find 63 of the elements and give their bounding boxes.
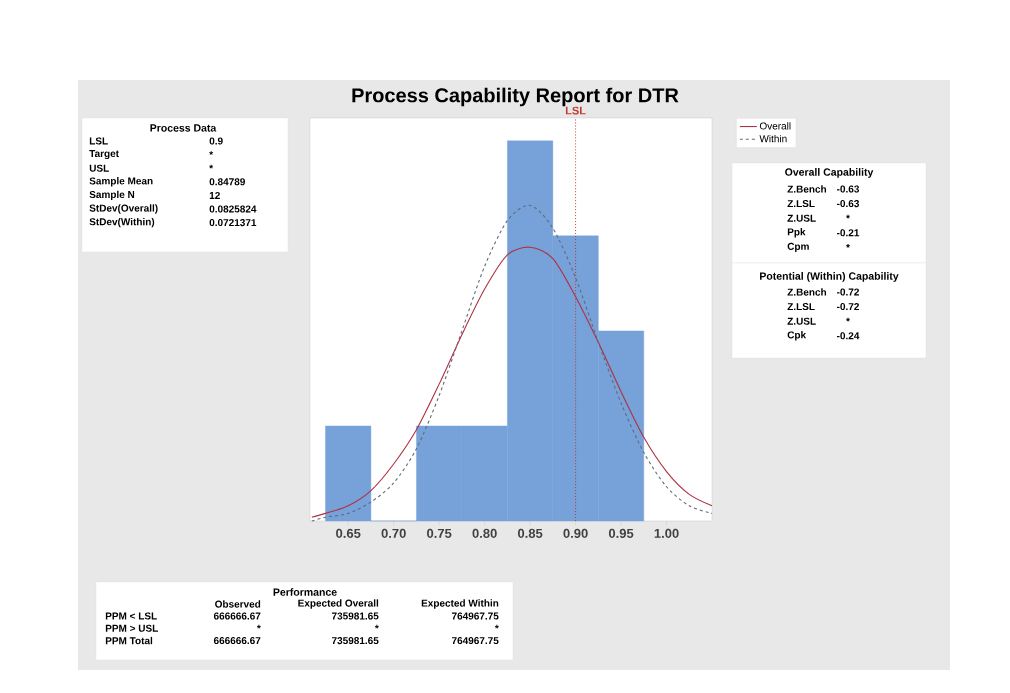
text: StDev(Within)	[89, 217, 155, 228]
text: Cpm	[787, 242, 809, 252]
x-tick-label: 0.85	[517, 528, 543, 538]
text: -0.21	[837, 229, 860, 237]
text: 764967.75	[451, 612, 499, 620]
x-tick-label: 0.65	[336, 528, 361, 538]
text: PPM > USL	[105, 624, 158, 632]
text: *	[374, 624, 379, 629]
text: 0.0721371	[209, 219, 257, 227]
text: *	[256, 624, 261, 629]
text: USL	[89, 164, 109, 172]
x-tick-label: 1.00	[654, 528, 679, 538]
x-tick-label: 0.70	[381, 528, 406, 538]
text: 0.84789	[209, 178, 245, 186]
text: 0.0825824	[209, 205, 257, 213]
text: Z.Bench	[787, 288, 827, 296]
text: PPM < LSL	[105, 612, 157, 620]
text: *	[209, 164, 214, 169]
text: Ppk	[787, 228, 806, 238]
text: StDev(Overall)	[89, 204, 158, 214]
text: PPM Total	[105, 636, 153, 645]
text: *	[846, 214, 850, 219]
text: -0.24	[837, 332, 860, 340]
text: Target	[89, 150, 119, 160]
text: Sample Mean	[89, 177, 153, 187]
text: Overall Capability	[785, 168, 874, 178]
legend-label: Overall	[759, 122, 791, 130]
text: Cpk	[787, 331, 807, 341]
text: LSL	[89, 137, 108, 145]
text: -0.63	[837, 185, 860, 193]
x-tick-label: 0.80	[472, 528, 497, 538]
text: *	[209, 151, 214, 155]
text: Sample N	[89, 190, 135, 201]
text: 666666.67	[213, 612, 261, 620]
legend-label: Within	[759, 134, 787, 143]
text: *	[846, 243, 850, 248]
text: *	[494, 624, 499, 629]
text: Potential (Within) Capability	[760, 272, 899, 282]
text: -0.72	[837, 288, 859, 296]
text: Z.Bench	[787, 185, 827, 193]
ref-line-label: LSL	[565, 106, 586, 115]
x-tick-label: 0.75	[427, 528, 452, 538]
text: Z.LSL	[787, 303, 815, 311]
text: 0.9	[209, 137, 223, 145]
text: Observed	[215, 600, 261, 608]
x-tick-label: 0.90	[563, 528, 588, 538]
text: Z.USL	[787, 214, 816, 222]
text: 764967.75	[451, 637, 499, 645]
text: 735981.65	[331, 612, 379, 620]
text: Expected Overall	[298, 599, 379, 609]
x-tick-label: 0.95	[608, 528, 634, 538]
text: *	[846, 317, 850, 322]
text: -0.63	[837, 200, 860, 208]
chart-title: Process Capability Report for DTR	[352, 87, 679, 107]
text: Z.LSL	[787, 200, 815, 208]
text: 12	[209, 191, 220, 199]
text: 666666.67	[213, 637, 261, 645]
text: Z.USL	[787, 317, 816, 325]
text: Performance	[273, 588, 337, 596]
text: Process Data	[150, 124, 217, 132]
text: 735981.65	[331, 637, 379, 645]
text: -0.72	[837, 303, 859, 311]
text: Expected Within	[421, 599, 499, 609]
